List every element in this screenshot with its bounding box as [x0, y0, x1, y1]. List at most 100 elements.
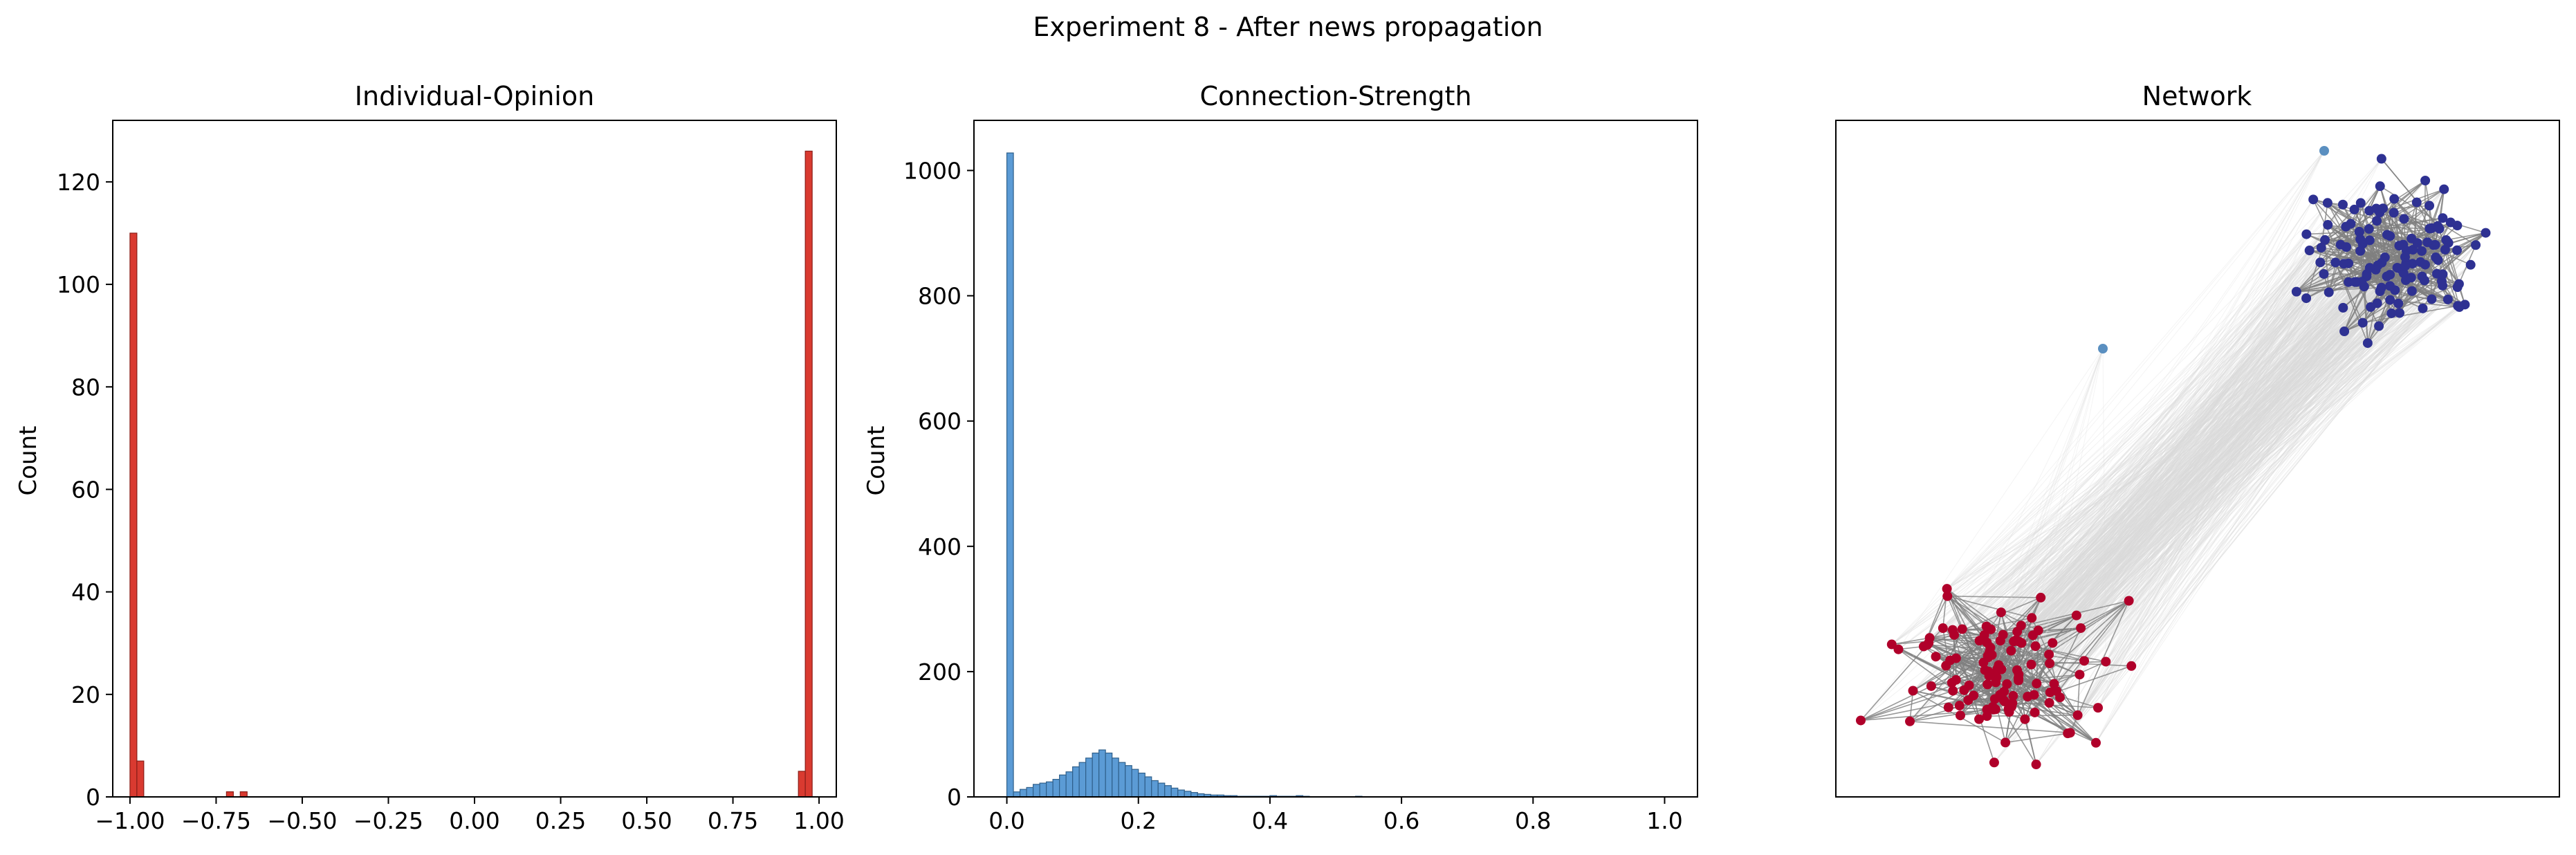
- intra-edge: [1947, 588, 1991, 630]
- network-node: [1981, 621, 1991, 632]
- inter-edge: [2034, 284, 2460, 713]
- inter-edge: [2034, 209, 2355, 713]
- inter-edge: [1987, 274, 2391, 643]
- opinion-xtick-label: 0.00: [449, 807, 499, 834]
- inter-edge: [1967, 245, 2400, 701]
- inter-edge: [2018, 239, 2361, 642]
- network-graph: [1856, 146, 2491, 770]
- network-node: [1982, 679, 1993, 690]
- strength-bar: [1112, 757, 1119, 798]
- inter-edge: [1935, 306, 2371, 657]
- network-node: [1905, 716, 1915, 726]
- inter-edge: [1945, 224, 2328, 666]
- strength-xtick-label: 0.6: [1383, 807, 1419, 834]
- intra-edge: [1953, 634, 1970, 686]
- inter-edge: [2034, 247, 2322, 713]
- network-node: [2376, 154, 2386, 164]
- inter-edge: [2010, 291, 2380, 651]
- network-node: [1954, 701, 1965, 711]
- inter-edge: [2035, 263, 2413, 647]
- inter-edge: [2052, 263, 2349, 643]
- intra-edge: [2356, 199, 2395, 282]
- network-node: [2093, 703, 2104, 713]
- network-node: [2323, 220, 2333, 230]
- inter-edge: [1995, 291, 2413, 710]
- inter-edge: [1987, 299, 2449, 643]
- inter-edge: [1898, 302, 2377, 650]
- inter-edge: [2016, 304, 2465, 641]
- inter-edge: [2040, 265, 2378, 598]
- inter-edge: [2077, 239, 2326, 716]
- opinion-xtick-label: 0.25: [535, 807, 586, 834]
- network-node: [2350, 277, 2360, 287]
- strength-bar: [1170, 787, 1179, 798]
- inter-edge: [2004, 262, 2382, 702]
- inter-edge: [2016, 331, 2345, 641]
- inter-edge: [1991, 224, 2328, 656]
- network-node: [2372, 216, 2382, 226]
- inter-edge: [1948, 209, 2355, 708]
- network-node: [2411, 197, 2422, 208]
- inter-edge: [1953, 262, 2382, 636]
- inter-edge: [1989, 279, 2407, 652]
- intra-edge: [1945, 665, 2005, 692]
- network-node: [1942, 591, 1953, 601]
- inter-edge: [1860, 322, 2363, 721]
- inter-edge: [2008, 264, 2472, 710]
- inter-edge: [2131, 291, 2297, 667]
- inter-edge: [1988, 299, 2432, 672]
- network-node: [1995, 636, 2005, 646]
- isolated-nodes: [2098, 146, 2329, 353]
- inter-edge: [1891, 269, 2376, 645]
- inter-edge: [1952, 234, 2307, 630]
- opinion-xtick-label: −0.25: [353, 807, 423, 834]
- network-node: [2322, 198, 2333, 208]
- inter-edge: [2067, 280, 2425, 734]
- network-node: [1974, 636, 1985, 646]
- intra-edge: [2379, 185, 2404, 274]
- network-node: [2032, 679, 2042, 689]
- network-node: [2420, 175, 2431, 185]
- inter-edge: [1945, 282, 2357, 666]
- network-node: [2433, 221, 2443, 231]
- inter-edge: [1990, 267, 2398, 648]
- network-node: [2026, 659, 2036, 670]
- strength-ytick-label: 0: [947, 784, 962, 811]
- intra-edge: [1909, 690, 1914, 721]
- inter-edge: [1986, 204, 2344, 627]
- inter-edge: [1999, 262, 2407, 695]
- inter-edge: [2049, 263, 2413, 704]
- inter-edge: [1990, 308, 2423, 630]
- inter-edge: [1926, 262, 2407, 645]
- inter-edge: [2128, 239, 2326, 601]
- inter-edge: [1929, 257, 2386, 638]
- inter-edge: [2067, 331, 2345, 734]
- inter-edge: [2056, 244, 2434, 692]
- inter-edge: [1891, 202, 2328, 645]
- intra-edge: [1956, 654, 2050, 659]
- inter-edge: [1989, 286, 2365, 652]
- inter-edge: [2036, 208, 2384, 765]
- inter-edge: [1995, 305, 2458, 710]
- inter-edge: [1951, 244, 2436, 683]
- network-node: [1943, 702, 1953, 712]
- network-node: [2401, 246, 2411, 256]
- inter-edge: [1997, 231, 2360, 670]
- intra-edge: [1947, 596, 2032, 619]
- isolated-node: [2098, 344, 2108, 353]
- inter-edge: [2011, 262, 2382, 707]
- isolated-edge: [1898, 348, 2104, 650]
- network-node: [1938, 623, 1948, 634]
- network-node: [2407, 286, 2417, 296]
- inter-edge: [2049, 263, 2413, 704]
- inter-edge: [2016, 224, 2328, 641]
- panel-individual-opinion: Individual-Opinion Count −1.00 −0.75 −0.50…: [15, 81, 845, 834]
- opinion-bar: [129, 232, 138, 798]
- inter-edge: [1989, 281, 2442, 710]
- inter-edge: [1996, 262, 2321, 678]
- opinion-ytick-label: 0: [86, 784, 100, 811]
- inter-edge: [2050, 286, 2391, 693]
- inter-edge: [2048, 220, 2377, 655]
- inter-edge: [1956, 226, 2346, 659]
- inter-edge: [2067, 274, 2443, 734]
